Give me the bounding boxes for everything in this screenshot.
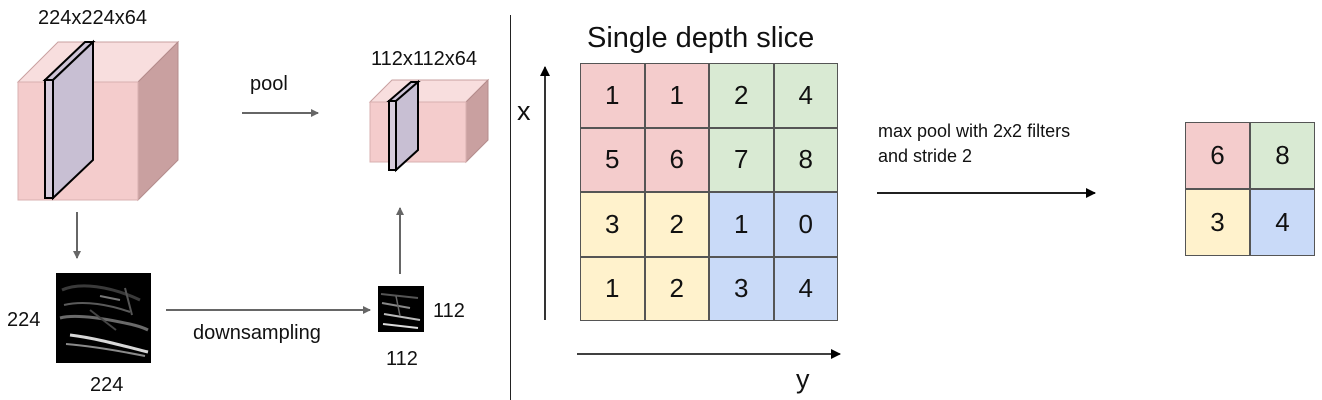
- input-grid-cell-r1-c4: 4: [773, 63, 838, 128]
- output-grid-cell-r1-c2: 8: [1250, 122, 1315, 189]
- input-slice-width-label: 224: [90, 374, 124, 396]
- operation-arrow: [877, 188, 1096, 198]
- input-grid-cell-r2-c1: 5: [580, 127, 645, 192]
- input-grid-cell-r2-c4: 8: [773, 127, 838, 192]
- output-slice-height-label: 112: [433, 300, 465, 322]
- y-axis-label: y: [796, 364, 810, 394]
- input-grid-cell-r1-c3: 2: [709, 63, 774, 128]
- left-panel-diagram: [16, 39, 490, 363]
- downsampling-label: downsampling: [193, 322, 321, 344]
- x-axis-label: x: [517, 96, 531, 126]
- input-grid-cell-r1-c2: 1: [644, 63, 709, 128]
- input-grid-cell-r4-c2: 2: [644, 256, 709, 321]
- input-grid-cell-r3-c4: 0: [773, 192, 838, 257]
- single-depth-slice-title: Single depth slice: [587, 22, 815, 54]
- output-slice-width-label: 112: [386, 348, 418, 370]
- input-grid-cell-r1-c1: 1: [580, 63, 645, 128]
- output-volume-label: 112x112x64: [371, 48, 478, 70]
- input-grid-cell-r3-c2: 2: [644, 192, 709, 257]
- output-grid-cell-r2-c1: 3: [1185, 189, 1250, 256]
- input-volume-label: 224x224x64: [38, 7, 147, 29]
- input-feature-map-image: [56, 273, 151, 363]
- pool-label: pool: [250, 73, 288, 95]
- operation-label-line2: and stride 2: [878, 146, 973, 166]
- input-grid-cell-r3-c1: 3: [580, 192, 645, 257]
- input-volume: [16, 39, 180, 202]
- operation-label-line1: max pool with 2x2 filters: [878, 121, 1071, 141]
- output-grid-cell-r1-c1: 6: [1185, 122, 1250, 189]
- input-slice-plane-front: [44, 79, 54, 199]
- output-slice-plane-front: [388, 100, 397, 171]
- input-slice-height-label: 224: [7, 309, 41, 331]
- input-grid-cell-r2-c3: 7: [709, 127, 774, 192]
- output-volume: [368, 78, 490, 173]
- panel-divider: [510, 15, 511, 400]
- output-grid-cell-r2-c2: 4: [1250, 189, 1315, 256]
- input-grid-cell-r4-c3: 3: [709, 256, 774, 321]
- input-grid-cell-r3-c3: 1: [709, 192, 774, 257]
- input-grid-cell-r4-c4: 4: [773, 256, 838, 321]
- input-grid-cell-r4-c1: 1: [580, 256, 645, 321]
- axis-arrows: [540, 66, 841, 359]
- output-feature-map-image: [378, 286, 424, 332]
- input-grid-cell-r2-c2: 6: [644, 127, 709, 192]
